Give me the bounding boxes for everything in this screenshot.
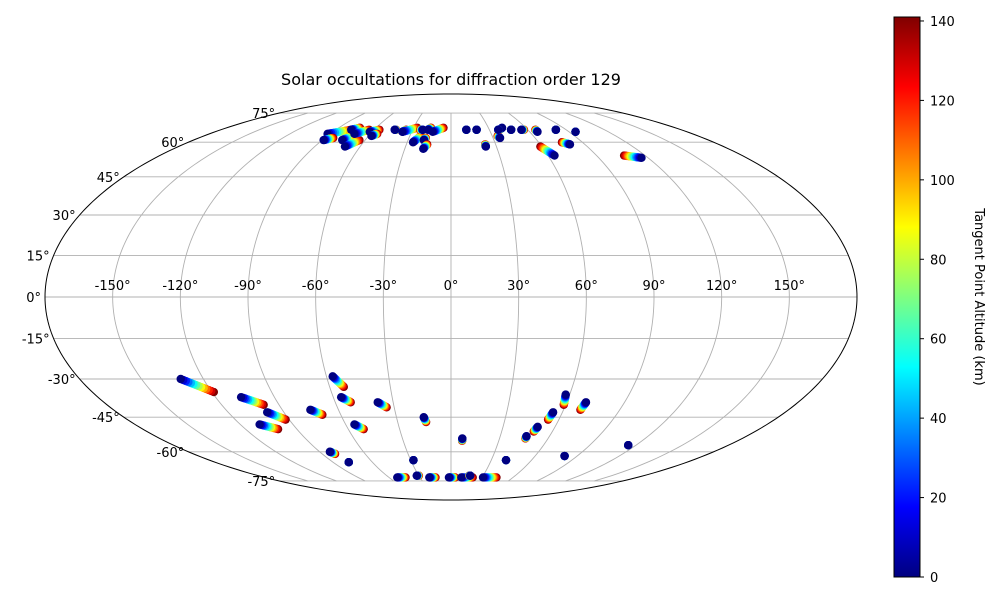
latitude-tick-label: -60° xyxy=(157,446,185,461)
latitude-tick-label: -45° xyxy=(92,411,120,426)
occultation-point xyxy=(533,127,542,136)
occultation-point xyxy=(350,420,359,429)
latitude-tick-label: -30° xyxy=(48,373,76,388)
occultation-point xyxy=(581,398,591,407)
occultation-point xyxy=(398,127,407,136)
occultation-point xyxy=(472,125,481,134)
longitude-tick-label: -90° xyxy=(234,279,262,294)
occultation-point xyxy=(236,392,246,402)
occultation-point xyxy=(409,455,418,465)
occultation-point xyxy=(419,144,428,153)
longitude-tick-label: -120° xyxy=(162,279,198,294)
occultation-point xyxy=(328,372,337,381)
occultation-point xyxy=(466,471,475,480)
occultation-point xyxy=(478,473,488,482)
occultation-point xyxy=(550,151,559,160)
occultation-point xyxy=(373,398,382,407)
chart-title: Solar occultations for diffraction order… xyxy=(281,70,621,89)
occultation-point xyxy=(340,142,350,151)
colorbar-tick-label: 100 xyxy=(930,174,955,189)
occultation-point xyxy=(444,473,454,482)
occultation-point xyxy=(551,125,561,134)
occultation-point xyxy=(408,138,418,147)
occultation-point xyxy=(325,447,335,456)
occultation-point xyxy=(419,412,428,422)
longitude-tick-label: 150° xyxy=(774,279,805,294)
latitude-tick-label: 0° xyxy=(26,291,41,306)
occultation-point xyxy=(501,455,511,465)
longitude-tick-label: 90° xyxy=(642,279,665,294)
colorbar-tick-label: 80 xyxy=(930,253,947,268)
colorbar-tick-label: 40 xyxy=(930,412,947,427)
occultation-point xyxy=(637,153,646,163)
occultation-point xyxy=(624,441,633,450)
occultation-point xyxy=(458,434,467,443)
occultation-point xyxy=(319,135,328,145)
longitude-tick-label: -150° xyxy=(95,279,131,294)
occultation-point xyxy=(457,473,466,482)
graticule-grid xyxy=(45,112,857,482)
longitude-tick-label: 0° xyxy=(444,279,459,294)
occultation-point xyxy=(338,135,347,145)
colorbar-tick-label: 20 xyxy=(930,492,947,507)
colorbar-label: Tangent Point Altitude (km) xyxy=(971,207,986,385)
longitude-tick-label: -60° xyxy=(302,279,330,294)
occultation-point xyxy=(481,142,491,151)
latitude-tick-label: -75° xyxy=(247,475,275,490)
occultation-point xyxy=(548,408,558,417)
occultation-point xyxy=(425,473,434,482)
occultation-point xyxy=(367,131,376,141)
occultation-point xyxy=(495,133,505,143)
latitude-tick-labels: 75°60°45°30°15°0°-15°-30°-45°-60°-75° xyxy=(22,107,275,490)
occultation-point xyxy=(428,127,437,136)
occultation-point xyxy=(565,140,575,149)
longitude-tick-label: 30° xyxy=(507,279,530,294)
map-outline xyxy=(44,93,858,501)
occultation-points xyxy=(176,123,646,482)
latitude-tick-label: 30° xyxy=(53,209,76,224)
occultation-point xyxy=(533,422,542,432)
occultation-point xyxy=(306,405,315,414)
occultation-point xyxy=(412,471,421,480)
longitude-tick-labels: -150° -120° -90° -60° -30° 0° 30° 60° 90° 120° 150… xyxy=(95,279,805,294)
occultation-point xyxy=(350,129,359,139)
occultation-point xyxy=(255,420,264,429)
occultation-point xyxy=(262,408,272,417)
colorbar-ticks: 0 20 40 60 80 100 120 140 xyxy=(920,15,955,586)
longitude-tick-label: 120° xyxy=(706,279,737,294)
occultation-point xyxy=(176,374,185,384)
occultation-point xyxy=(522,431,531,441)
latitude-tick-label: 60° xyxy=(161,136,184,151)
occultation-point xyxy=(393,473,402,482)
colorbar-tick-label: 60 xyxy=(930,333,947,348)
occultation-point xyxy=(494,125,503,134)
occultation-point xyxy=(336,392,346,402)
occultation-point xyxy=(344,458,353,467)
colorbar-tick-label: 120 xyxy=(930,94,955,109)
longitude-tick-label: -30° xyxy=(369,279,397,294)
occultation-point xyxy=(517,125,526,134)
longitude-tick-label: 60° xyxy=(575,279,598,294)
colorbar-tick-label: 0 xyxy=(930,571,938,586)
colorbar-tick-label: 140 xyxy=(930,15,955,30)
occultation-point xyxy=(561,390,570,399)
occultation-point xyxy=(390,125,399,134)
colorbar xyxy=(893,16,921,578)
occultation-point xyxy=(560,451,569,461)
latitude-tick-label: -15° xyxy=(22,333,50,348)
occultation-point xyxy=(462,125,471,134)
occultation-point xyxy=(506,125,516,134)
latitude-tick-label: 45° xyxy=(97,171,120,186)
occultation-point xyxy=(571,127,580,136)
latitude-tick-label: 15° xyxy=(27,249,50,264)
